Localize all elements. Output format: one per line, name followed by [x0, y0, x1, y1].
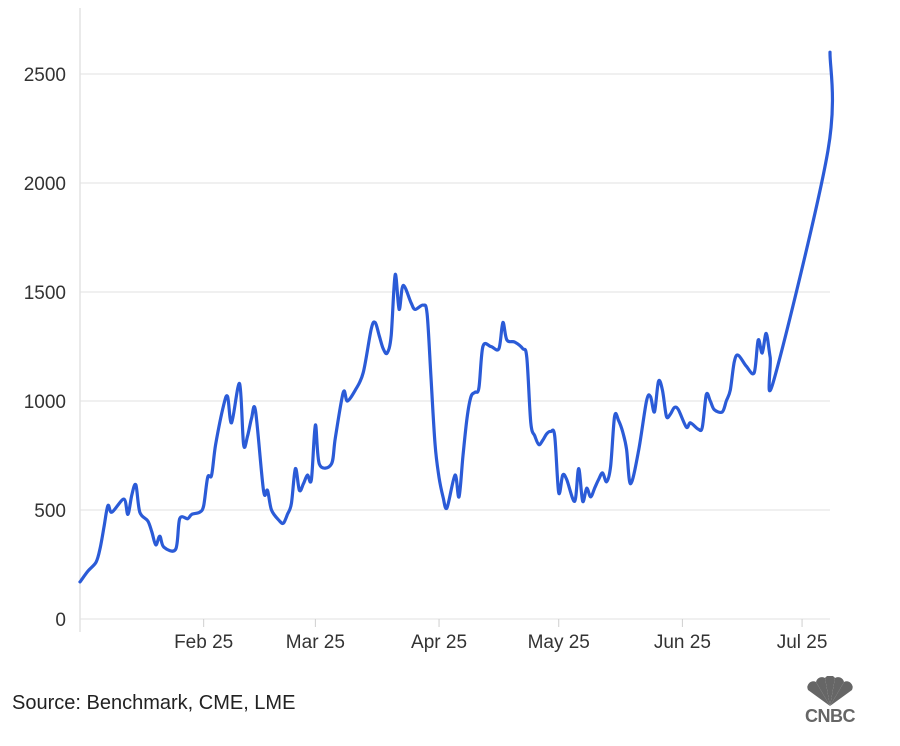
line-chart: 0 500 1000 1500 2000 2500 Feb 25 Mar 25 Apr 25 M… — [24, 8, 835, 653]
x-tick-label: May 25 — [528, 632, 590, 653]
x-tick-label: Mar 25 — [286, 632, 345, 653]
y-tick-label: 500 — [34, 501, 66, 522]
peacock-logo-icon — [807, 675, 853, 706]
cnbc-logo: CNBC — [798, 675, 862, 726]
y-axis: 0 500 1000 1500 2000 2500 — [24, 65, 66, 631]
y-tick-label: 2000 — [24, 174, 66, 195]
series-lines — [78, 50, 835, 584]
x-tick-label: Apr 25 — [411, 632, 467, 653]
source-note: Source: Benchmark, CME, LME — [12, 692, 296, 714]
x-axis: Feb 25 Mar 25 Apr 25 May 25 Jun 25 Jul 25 — [174, 619, 827, 653]
y-tick-label: 1000 — [24, 392, 66, 413]
logo-text: CNBC — [805, 706, 856, 726]
gridlines — [79, 8, 830, 632]
y-tick-label: 0 — [55, 610, 66, 631]
x-tick-label: Feb 25 — [174, 632, 233, 653]
x-tick-label: Jun 25 — [654, 632, 711, 653]
y-tick-label: 2500 — [24, 65, 66, 86]
x-tick-label: Jul 25 — [777, 632, 828, 653]
series-line — [78, 50, 835, 584]
y-tick-label: 1500 — [24, 283, 66, 304]
